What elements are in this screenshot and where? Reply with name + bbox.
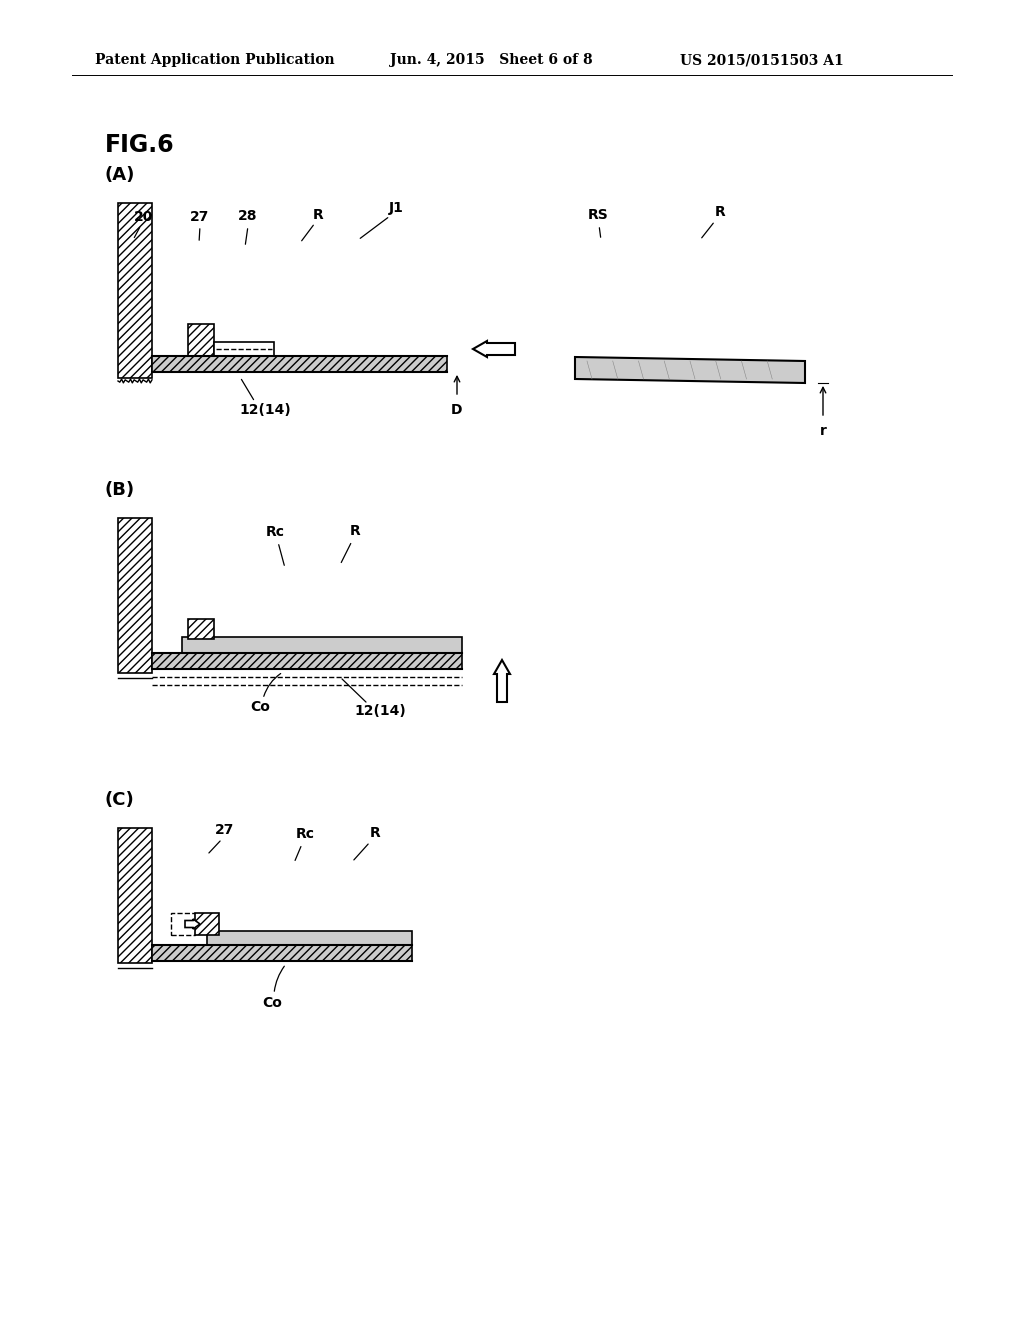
Text: R: R [312, 209, 324, 222]
Text: Rc: Rc [296, 828, 314, 841]
Text: RS: RS [588, 209, 608, 222]
Bar [152, 945, 412, 961]
Text: Rc: Rc [265, 525, 285, 539]
Text: 12(14): 12(14) [354, 704, 406, 718]
Bar [188, 619, 214, 639]
Text: (C): (C) [105, 791, 135, 809]
FancyArrow shape [473, 341, 515, 356]
Text: Patent Application Publication: Patent Application Publication [95, 53, 335, 67]
Text: (A): (A) [105, 166, 135, 183]
Bar [207, 931, 412, 945]
Text: R: R [715, 205, 725, 219]
Text: 20: 20 [134, 210, 154, 224]
Bar [182, 638, 462, 653]
Bar [171, 913, 195, 935]
Polygon shape [575, 356, 805, 383]
Text: D: D [452, 403, 463, 417]
FancyArrow shape [185, 919, 200, 929]
Bar [152, 356, 447, 372]
Text: J1: J1 [388, 201, 403, 215]
Text: 12(14): 12(14) [240, 403, 291, 417]
Bar [195, 913, 219, 935]
Text: R: R [349, 524, 360, 539]
Bar [214, 342, 274, 356]
FancyArrow shape [494, 660, 510, 702]
Text: 27: 27 [190, 210, 210, 224]
Text: 28: 28 [239, 209, 258, 223]
Text: r: r [819, 424, 826, 438]
Bar [188, 323, 214, 356]
Text: Jun. 4, 2015   Sheet 6 of 8: Jun. 4, 2015 Sheet 6 of 8 [390, 53, 593, 67]
Text: FIG.6: FIG.6 [105, 133, 175, 157]
Bar [118, 203, 152, 378]
Bar [118, 517, 152, 673]
Text: Co: Co [262, 997, 282, 1010]
Text: R: R [370, 826, 380, 840]
Text: 27: 27 [215, 822, 234, 837]
Text: (B): (B) [105, 480, 135, 499]
Bar [118, 828, 152, 964]
Bar [152, 653, 462, 669]
Text: US 2015/0151503 A1: US 2015/0151503 A1 [680, 53, 844, 67]
Text: Co: Co [250, 700, 270, 714]
